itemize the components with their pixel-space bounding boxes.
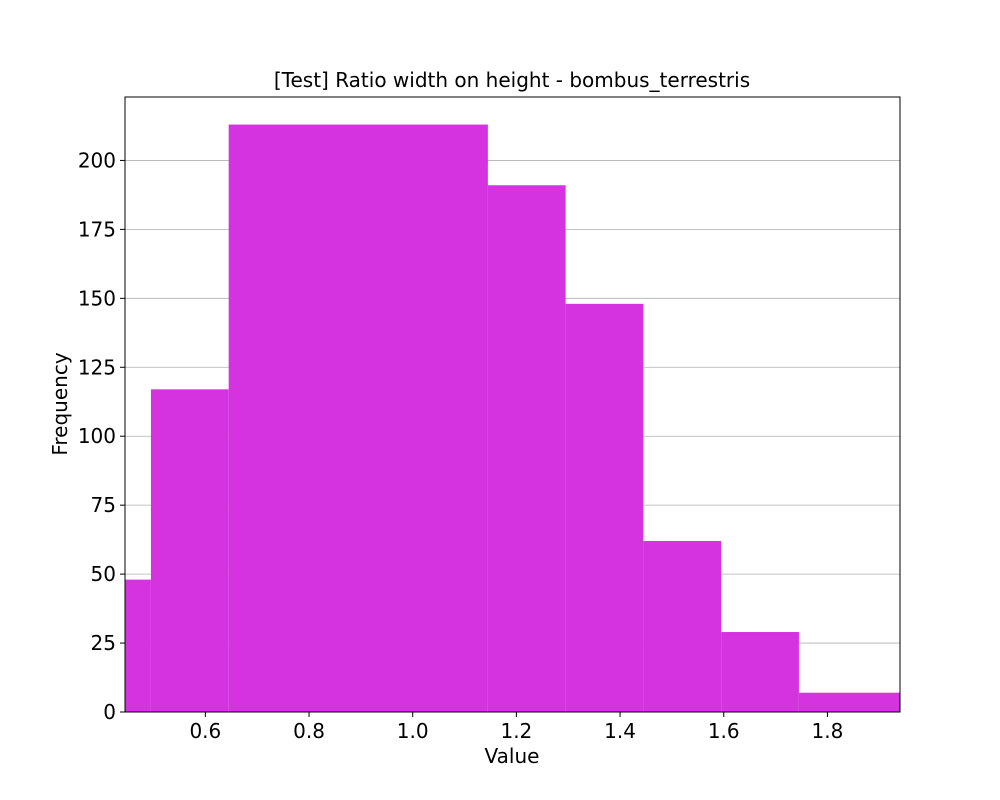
histogram-bar bbox=[721, 632, 799, 712]
x-tick-label: 1.2 bbox=[500, 719, 532, 743]
y-axis-label: Frequency bbox=[48, 352, 72, 455]
y-tick-label: 125 bbox=[78, 355, 116, 379]
x-axis: 0.6 0.8 1.0 1.2 1.4 1.6 1.8 bbox=[189, 712, 843, 743]
chart-title: [Test] Ratio width on height - bombus_te… bbox=[274, 68, 750, 92]
x-tick-label: 1.0 bbox=[397, 719, 429, 743]
x-tick-label: 1.4 bbox=[604, 719, 636, 743]
plot-frame bbox=[124, 96, 901, 713]
x-tick-label: 0.8 bbox=[293, 719, 325, 743]
y-axis: 0 25 50 75 100 125 150 175 200 bbox=[78, 148, 125, 724]
y-tick-label: 175 bbox=[78, 217, 116, 241]
y-tick-label: 150 bbox=[78, 286, 116, 310]
histogram-bar bbox=[565, 303, 644, 712]
y-tick-label: 0 bbox=[103, 700, 116, 724]
histogram-bar bbox=[643, 541, 722, 712]
histogram-bar bbox=[798, 692, 900, 712]
bars-layer bbox=[125, 124, 900, 713]
x-tick-label: 0.6 bbox=[189, 719, 221, 743]
histogram-bar bbox=[125, 579, 151, 712]
y-tick-label: 25 bbox=[91, 631, 116, 655]
y-tick-label: 75 bbox=[91, 493, 116, 517]
x-axis-label: Value bbox=[485, 744, 540, 768]
histogram-bar bbox=[487, 185, 566, 713]
y-tick-label: 100 bbox=[78, 424, 116, 448]
histogram-bar bbox=[150, 389, 229, 712]
y-tick-label: 50 bbox=[91, 562, 116, 586]
histogram-bar bbox=[228, 124, 488, 712]
x-tick-label: 1.6 bbox=[708, 719, 740, 743]
y-tick-label: 200 bbox=[78, 148, 116, 172]
x-tick-label: 1.8 bbox=[812, 719, 844, 743]
